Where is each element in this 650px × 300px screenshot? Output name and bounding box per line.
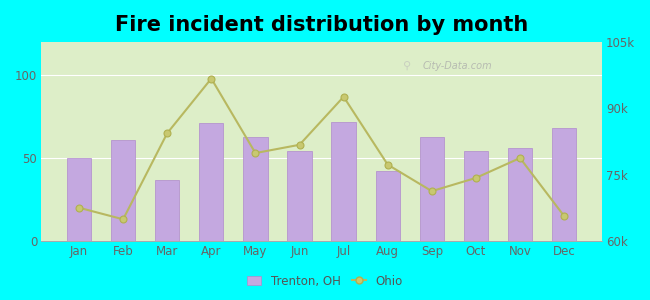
Bar: [67, 158, 91, 241]
Text: ⚲: ⚲: [403, 61, 411, 71]
Bar: [376, 171, 400, 241]
Bar: [155, 180, 179, 241]
Bar: [287, 152, 311, 241]
Bar: [508, 148, 532, 241]
Text: City-Data.com: City-Data.com: [422, 61, 492, 71]
Bar: [243, 136, 268, 241]
Bar: [420, 136, 444, 241]
Bar: [199, 123, 224, 241]
Legend: Trenton, OH, Ohio: Trenton, OH, Ohio: [243, 271, 407, 291]
Bar: [332, 122, 356, 241]
Title: Fire incident distribution by month: Fire incident distribution by month: [115, 15, 528, 35]
Bar: [552, 128, 577, 241]
Bar: [464, 152, 488, 241]
Bar: [111, 140, 135, 241]
